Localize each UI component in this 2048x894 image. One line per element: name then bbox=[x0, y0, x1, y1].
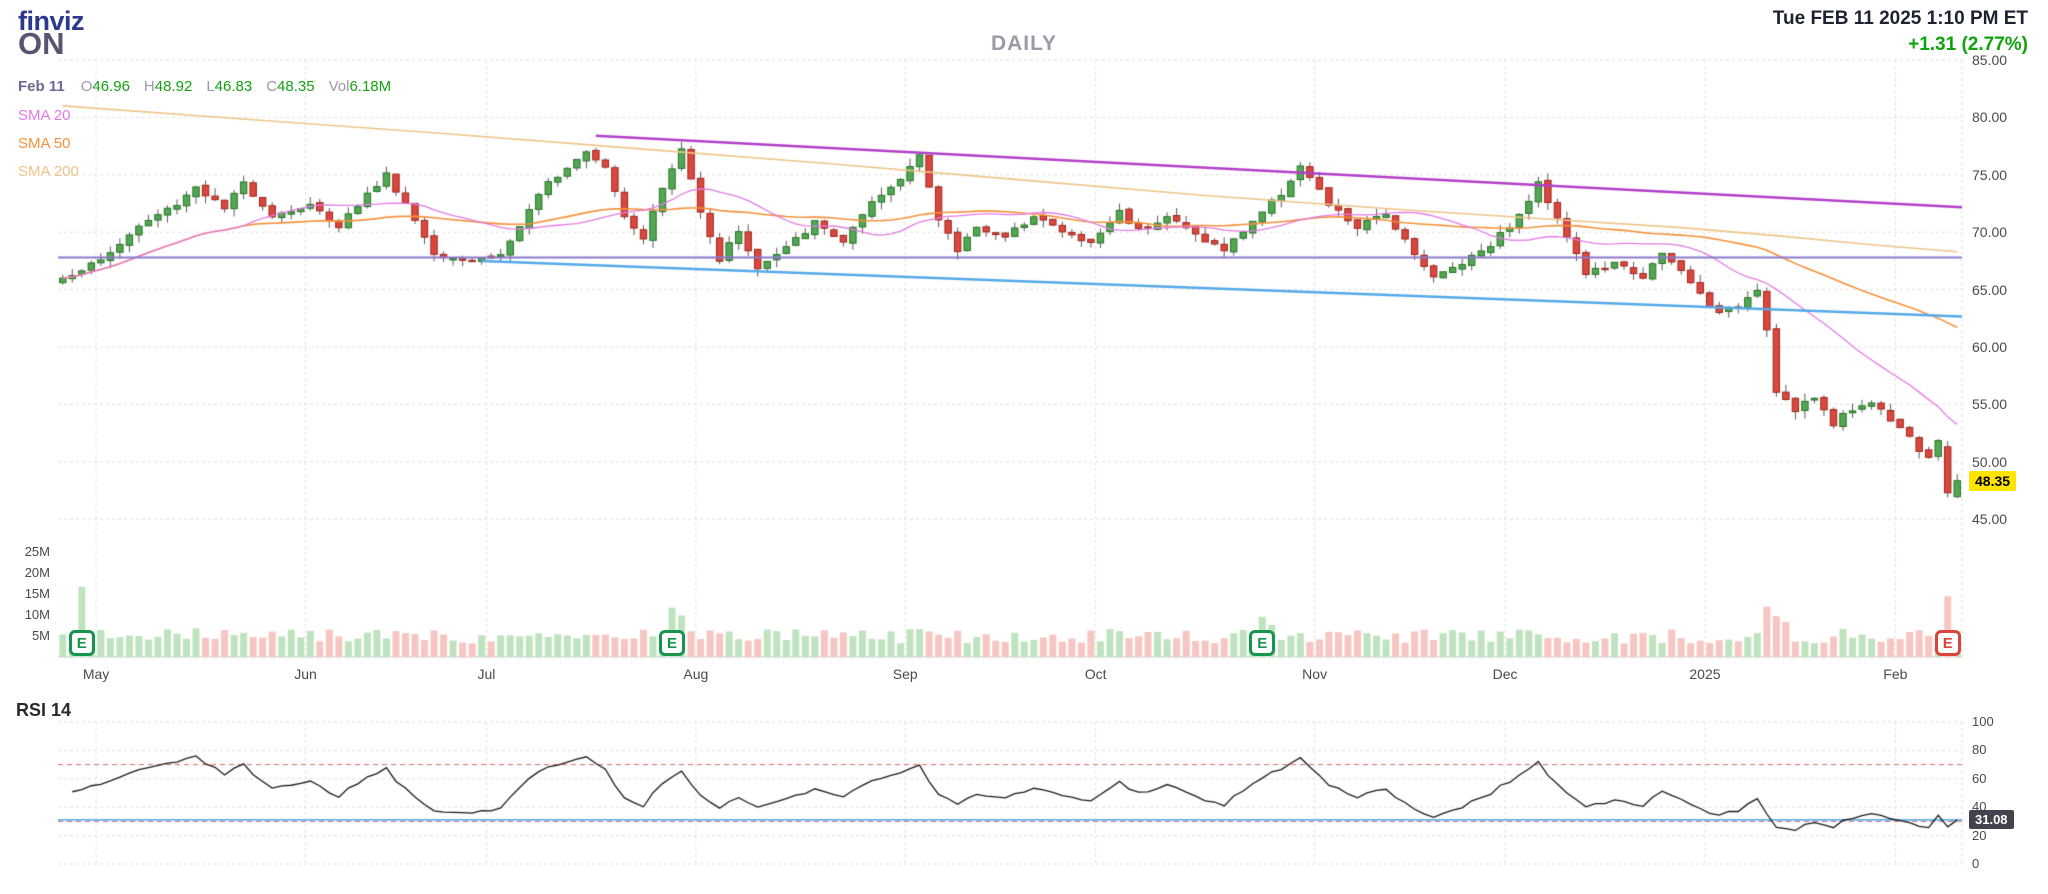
rsi-axis-tick: 60 bbox=[1972, 770, 1987, 786]
quote-field-value: 46.83 bbox=[214, 78, 253, 95]
month-axis-tick: Jul bbox=[477, 666, 496, 682]
earnings-marker: E bbox=[1934, 630, 1961, 656]
timeframe-title: DAILY bbox=[990, 32, 1058, 55]
sma-legend: SMA 20 SMA 50 SMA 200 bbox=[18, 102, 79, 186]
month-axis-tick: Dec bbox=[1492, 666, 1518, 682]
quote-field-value: 48.35 bbox=[277, 78, 315, 95]
earnings-marker: E bbox=[659, 630, 686, 656]
quote-field-label: C bbox=[266, 78, 278, 95]
sma-legend-item: SMA 20 bbox=[18, 107, 71, 124]
month-axis-tick: Sep bbox=[892, 666, 918, 682]
rsi-axis-tick: 80 bbox=[1972, 742, 1987, 758]
ticker-symbol: ON bbox=[18, 26, 65, 61]
sma-legend-item: SMA 50 bbox=[18, 135, 71, 152]
quote-field-value: 48.92 bbox=[154, 78, 193, 95]
month-axis-tick: Feb bbox=[1883, 666, 1908, 682]
earnings-marker: E bbox=[68, 630, 95, 656]
volume-axis-tick: 20M bbox=[24, 565, 50, 580]
price-change-label: +1.31 (2.77%) bbox=[1908, 34, 2028, 55]
quote-field-label: Vol bbox=[328, 78, 350, 95]
rsi-value-label: 31.08 bbox=[1969, 809, 2014, 829]
month-axis-tick: Jun bbox=[294, 666, 317, 682]
volume-axis-tick: 10M bbox=[24, 607, 50, 622]
price-axis-tick: 50.00 bbox=[1972, 453, 2008, 470]
rsi-axis-tick: 100 bbox=[1972, 714, 1994, 729]
last-price-label: 48.35 bbox=[1969, 470, 2017, 491]
month-axis-tick: Oct bbox=[1084, 666, 1107, 682]
volume-axis-tick: 25M bbox=[24, 544, 50, 559]
price-axis-tick: 45.00 bbox=[1972, 511, 2008, 528]
quote-field-value: 46.96 bbox=[92, 78, 130, 95]
price-axis-tick: 75.00 bbox=[1972, 166, 2008, 183]
month-axis-tick: Aug bbox=[683, 666, 709, 682]
rsi-panel-title: RSI 14 bbox=[16, 700, 72, 720]
month-axis-tick: 2025 bbox=[1689, 666, 1721, 682]
quote-date: Feb 11 bbox=[18, 78, 65, 95]
volume-axis-tick: 5M bbox=[31, 628, 50, 643]
datetime-label: Tue FEB 11 2025 1:10 PM ET bbox=[1772, 8, 2028, 29]
price-axis-tick: 65.00 bbox=[1972, 281, 2008, 298]
month-axis-tick: Nov bbox=[1302, 666, 1328, 682]
quote-field-label: H bbox=[143, 78, 155, 95]
finviz-logo[interactable]: finviz bbox=[18, 6, 85, 36]
rsi-axis-tick: 20 bbox=[1972, 827, 1987, 843]
price-axis-tick: 85.00 bbox=[1972, 52, 2008, 68]
volume-axis-tick: 15M bbox=[24, 586, 50, 601]
sma-legend-item: SMA 200 bbox=[18, 163, 79, 180]
ohlc-quote-row: Feb 11 O46.96 H48.92 L46.83 C48.35 Vol6.18M bbox=[18, 78, 405, 95]
earnings-marker: E bbox=[1249, 630, 1276, 656]
quote-field-label: L bbox=[206, 78, 215, 95]
price-axis-tick: 70.00 bbox=[1972, 224, 2008, 241]
price-axis-tick: 80.00 bbox=[1972, 109, 2008, 126]
month-axis-tick: May bbox=[82, 666, 110, 682]
price-axis-tick: 55.00 bbox=[1972, 396, 2008, 413]
quote-field-value: 6.18M bbox=[349, 78, 392, 95]
quote-field-label: O bbox=[80, 78, 93, 95]
price-axis-tick: 60.00 bbox=[1972, 339, 2008, 355]
rsi-axis-tick: 0 bbox=[1972, 856, 1980, 871]
